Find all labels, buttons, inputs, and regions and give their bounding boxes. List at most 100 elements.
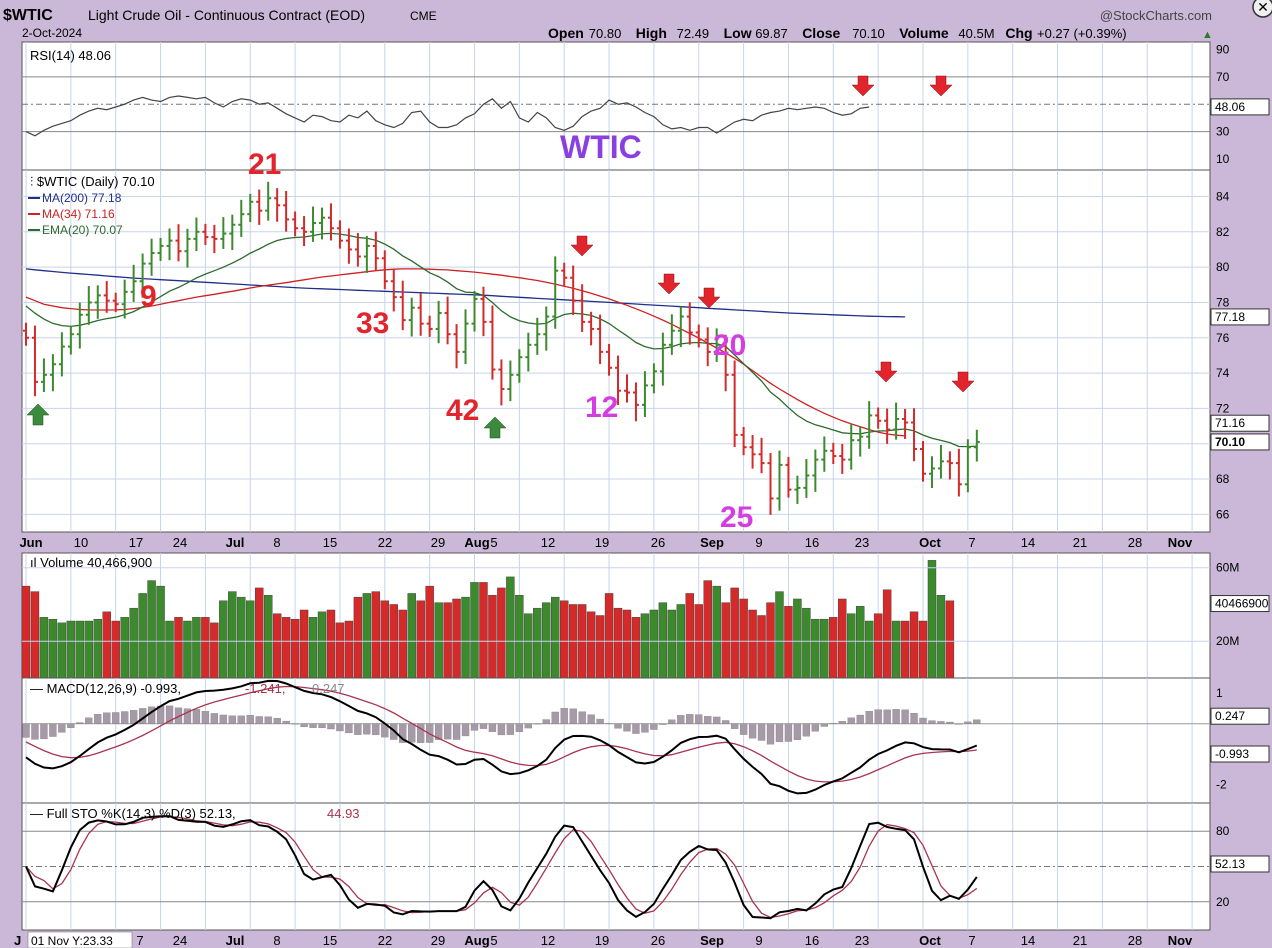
macd-hist-bar — [452, 723, 461, 740]
ohlc-bar — [668, 314, 675, 355]
macd-hist-bar — [542, 719, 550, 724]
macd-hist-bar — [973, 719, 981, 724]
macd-hist-bar — [632, 723, 640, 734]
volume-bar — [793, 598, 802, 679]
volume-tick-label: 20M — [1216, 634, 1239, 648]
ohlc-bar — [498, 359, 505, 406]
volume-bar — [344, 620, 354, 679]
bottom-x-tick-label: 5 — [490, 933, 497, 948]
price-tick-label: 84 — [1216, 189, 1230, 203]
volume-bar — [479, 582, 488, 679]
close-icon[interactable]: ✕ — [1252, 0, 1272, 18]
quote-value: 40.5M — [958, 26, 994, 41]
volume-bar — [712, 585, 721, 679]
volume-bar — [936, 595, 946, 679]
ohlc-bar — [902, 408, 909, 439]
ohlc-bar — [588, 311, 595, 346]
ohlc-bar — [157, 237, 164, 261]
volume-bar — [281, 617, 291, 679]
down-arrow-icon — [657, 273, 681, 295]
x-tick-label: 8 — [273, 535, 280, 550]
macd-hist-bar — [192, 709, 201, 724]
quote-label: Close — [802, 25, 840, 41]
macd-hist-bar — [569, 708, 577, 724]
volume-bar — [398, 609, 407, 679]
rsi-line — [25, 95, 870, 137]
ohlc-bar — [606, 343, 613, 376]
macd-hist-bar — [730, 723, 739, 729]
volume-bar — [156, 585, 165, 679]
x-tick-label: 26 — [651, 535, 665, 550]
macd-hist-bar — [695, 714, 703, 724]
macd-hist-bar — [183, 708, 192, 724]
macd-signal-line — [25, 685, 977, 783]
volume-bar — [425, 585, 434, 679]
macd-hist-bar — [129, 710, 138, 724]
ohlc-bar — [570, 265, 577, 315]
date-readout-box — [27, 931, 133, 948]
macd-hist-bar — [856, 714, 864, 724]
bottom-x-tick-label: 12 — [541, 933, 555, 948]
price-tick-label: 76 — [1216, 331, 1230, 345]
macd-hist-bar — [417, 723, 425, 743]
bottom-x-tick-label: 23 — [855, 933, 869, 948]
ohlc-bar — [408, 297, 415, 337]
bottom-x-tick-label: Aug — [464, 933, 489, 948]
ohlc-bar — [193, 217, 200, 252]
macd-hist-bar — [659, 723, 667, 725]
x-tick-label: 21 — [1073, 535, 1087, 550]
rsi-current-label-box — [1210, 98, 1270, 116]
down-arrow-icon — [570, 235, 594, 257]
macd-hist-bar — [910, 713, 918, 724]
x-tick-label: 12 — [541, 535, 555, 550]
ohlc-bar — [525, 332, 532, 372]
macd-hist-bar — [255, 716, 263, 724]
pink-number-annotation: 12 — [585, 391, 618, 424]
x-tick-label: Aug — [464, 535, 489, 550]
pink-number-annotation: 20 — [713, 329, 746, 362]
volume-bar — [66, 620, 76, 679]
ohlc-bar — [928, 456, 935, 489]
macd-hist-bar — [219, 714, 227, 724]
volume-bar — [272, 613, 282, 679]
quote-value: 70.80 — [589, 26, 622, 41]
x-tick-label: Jun — [19, 535, 42, 550]
macd-hist-bar — [327, 723, 335, 730]
rsi-current-label: 48.06 — [1215, 100, 1245, 114]
ohlc-bar — [175, 224, 182, 262]
price-tick-label: 68 — [1216, 472, 1230, 486]
macd-hist-bar — [363, 723, 371, 735]
ohlc-bar — [453, 324, 460, 369]
bottom-x-tick-label: 22 — [378, 933, 392, 948]
ohlc-bar — [390, 269, 397, 312]
ohlc-bar — [283, 191, 290, 232]
ohlc-bar — [23, 322, 29, 346]
macd-hist-bar — [964, 721, 972, 724]
macd-hist-bar — [434, 723, 443, 740]
volume-bar — [30, 591, 40, 679]
ohlc-bar — [731, 360, 738, 448]
price-tick-label: 80 — [1216, 260, 1230, 274]
ohlc-bar — [31, 325, 38, 397]
ma200-current-label: 77.18 — [1215, 310, 1245, 324]
volume-bar — [102, 611, 111, 679]
price-panel-frame — [21, 169, 1211, 533]
volume-bar — [900, 620, 910, 679]
ohlc-bar — [220, 217, 227, 249]
volume-bar — [784, 606, 793, 679]
volume-bar — [802, 607, 811, 679]
macd-hist-bar — [273, 717, 281, 724]
ohlc-bar — [704, 327, 711, 367]
macd-hist-bar — [623, 723, 631, 732]
macd-hist-bar — [820, 723, 828, 727]
volume-bar — [703, 580, 712, 679]
price-tick-label: 74 — [1216, 366, 1230, 380]
quote-value: 72.49 — [677, 26, 710, 41]
volume-legend: ıl Volume 40,466,900 — [30, 555, 152, 570]
bottom-x-tick-label: 24 — [173, 933, 187, 948]
ohlc-bar — [94, 285, 101, 319]
macd-hist-bar — [955, 723, 963, 725]
macd-hist-bar — [228, 715, 236, 724]
macd-hist-bar — [883, 709, 891, 724]
x-tick-label: 23 — [855, 535, 869, 550]
